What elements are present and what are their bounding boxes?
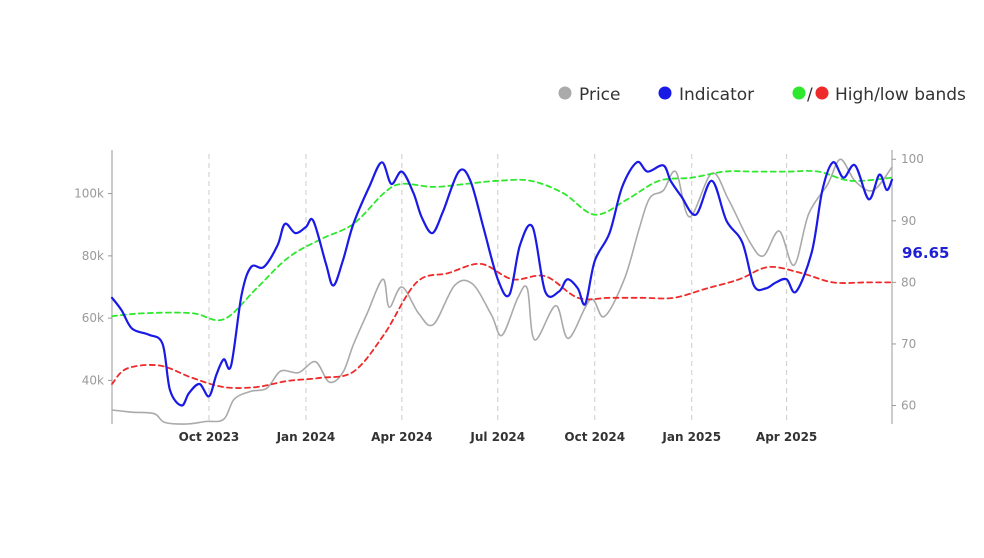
indicator-line <box>110 160 894 407</box>
legend-high-band-marker <box>792 86 806 100</box>
series-layer <box>110 158 894 425</box>
y-left-tick-label: 100k <box>74 187 104 201</box>
low-band-line <box>111 262 893 389</box>
legend-price-label: Price <box>579 85 620 105</box>
x-tick-label: Oct 2023 <box>179 430 240 444</box>
legend-slash: / <box>807 85 813 105</box>
indicator-last-value-label: 96.65 <box>902 244 949 262</box>
high-band-line <box>111 169 893 322</box>
y-right-tick-label: 100 <box>901 152 924 166</box>
x-tick-label: Apr 2025 <box>756 430 817 444</box>
legend-indicator-marker <box>658 86 672 100</box>
grid-layer <box>208 154 788 424</box>
y-right-tick-label: 60 <box>901 399 916 413</box>
legend-bands-label: High/low bands <box>835 85 966 105</box>
x-tick-label: Jan 2024 <box>276 430 336 444</box>
y-right-tick-label: 80 <box>901 275 916 289</box>
x-tick-label: Jan 2025 <box>661 430 721 444</box>
y-left-tick-label: 60k <box>82 311 104 325</box>
legend-price-marker <box>558 86 572 100</box>
y-right-tick-label: 90 <box>901 214 916 228</box>
y-left-tick-label: 80k <box>82 249 104 263</box>
x-tick-label: Apr 2024 <box>371 430 432 444</box>
tick-layer: Oct 2023 Jan 2024 Apr 2024 Jul 2024 Oct 2024… <box>74 152 924 444</box>
y-right-tick-label: 70 <box>901 337 916 351</box>
price-line <box>111 158 893 425</box>
legend: Price Indicator / High/low bands <box>558 85 966 105</box>
axis-layer <box>111 150 893 424</box>
x-tick-label: Oct 2024 <box>564 430 625 444</box>
legend-low-band-marker <box>815 86 829 100</box>
y-left-tick-label: 40k <box>82 373 104 387</box>
legend-indicator-label: Indicator <box>679 85 754 105</box>
x-tick-label: Jul 2024 <box>469 430 525 444</box>
